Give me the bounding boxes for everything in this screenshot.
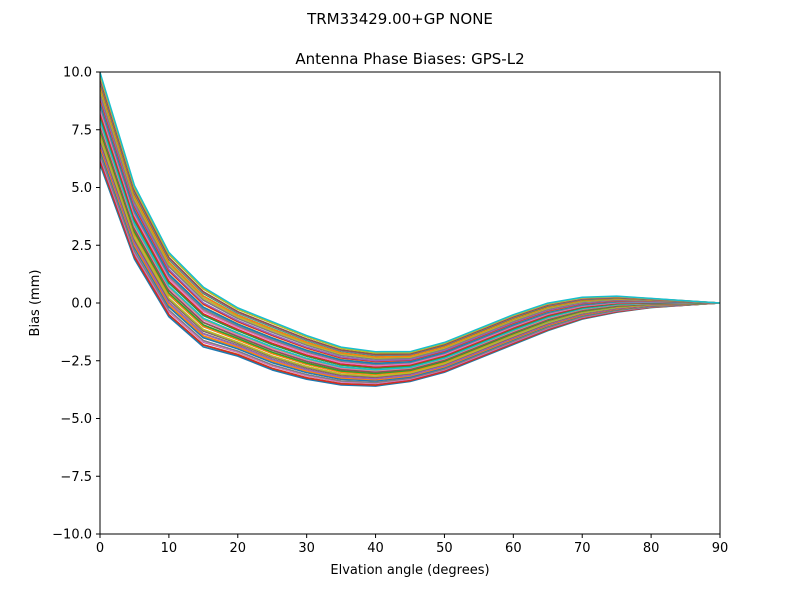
y-tick-label: 0.0 xyxy=(71,297,92,312)
x-tick-label: 90 xyxy=(712,541,729,556)
x-tick-label: 80 xyxy=(643,541,660,556)
y-axis: −10.0 −7.5 −5.0 −2.5 0.0 2.5 5.0 7.5 10.0 xyxy=(52,66,100,543)
y-tick-label: 10.0 xyxy=(63,66,92,81)
y-tick-label: 5.0 xyxy=(71,181,92,196)
x-tick-label: 60 xyxy=(505,541,522,556)
x-axis-label: Elvation angle (degrees) xyxy=(330,563,489,578)
chart-title: Antenna Phase Biases: GPS-L2 xyxy=(295,50,524,68)
y-tick-label: 7.5 xyxy=(71,123,92,138)
y-tick-label: 2.5 xyxy=(71,239,92,254)
y-tick-label: −10.0 xyxy=(52,528,92,543)
series-line xyxy=(100,72,720,353)
series-layer xyxy=(100,72,720,387)
x-tick-label: 30 xyxy=(298,541,315,556)
x-tick-label: 10 xyxy=(161,541,178,556)
y-axis-label: Bias (mm) xyxy=(28,270,43,337)
x-axis: 0 10 20 30 40 50 60 70 80 90 xyxy=(96,534,728,556)
x-tick-label: 20 xyxy=(230,541,247,556)
y-tick-label: −5.0 xyxy=(60,412,92,427)
x-tick-label: 0 xyxy=(96,541,104,556)
x-tick-label: 70 xyxy=(574,541,591,556)
y-tick-label: −7.5 xyxy=(60,470,92,485)
y-tick-label: −2.5 xyxy=(60,354,92,369)
x-tick-label: 40 xyxy=(367,541,384,556)
figure-suptitle: TRM33429.00+GP NONE xyxy=(306,10,493,28)
x-tick-label: 50 xyxy=(436,541,453,556)
